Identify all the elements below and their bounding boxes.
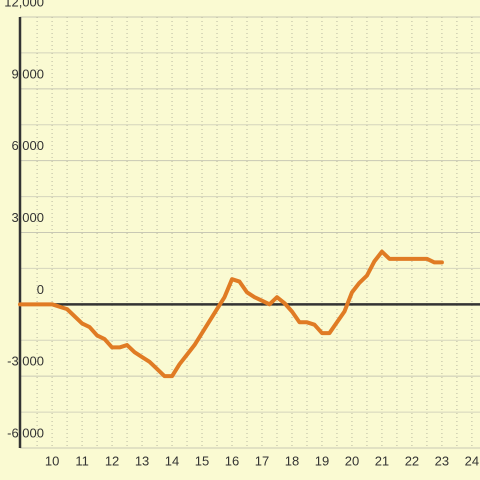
y-tick-label: -6,000 xyxy=(7,425,44,440)
y-tick-label: 0 xyxy=(37,282,44,297)
x-tick-label: 20 xyxy=(345,453,359,468)
x-tick-label: 13 xyxy=(135,453,149,468)
x-tick-label: 22 xyxy=(405,453,419,468)
x-tick-label: 23 xyxy=(435,453,449,468)
x-tick-label: 19 xyxy=(315,453,329,468)
x-tick-label: 15 xyxy=(195,453,209,468)
x-tick-label: 14 xyxy=(165,453,179,468)
x-tick-label: 24 xyxy=(465,453,479,468)
y-tick-label: 6,000 xyxy=(11,138,44,153)
x-tick-label: 21 xyxy=(375,453,389,468)
y-tick-label: 3,000 xyxy=(11,210,44,225)
x-tick-label: 16 xyxy=(225,453,239,468)
x-tick-label: 17 xyxy=(255,453,269,468)
y-tick-label: -3,000 xyxy=(7,354,44,369)
x-tick-label: 18 xyxy=(285,453,299,468)
y-tick-label: 12,000 xyxy=(4,0,44,9)
line-series xyxy=(18,249,444,379)
x-tick-label: 12 xyxy=(105,453,119,468)
x-tick-label: 10 xyxy=(45,453,59,468)
y-tick-label: 9,000 xyxy=(11,66,44,81)
x-tick-label: 11 xyxy=(75,453,89,468)
